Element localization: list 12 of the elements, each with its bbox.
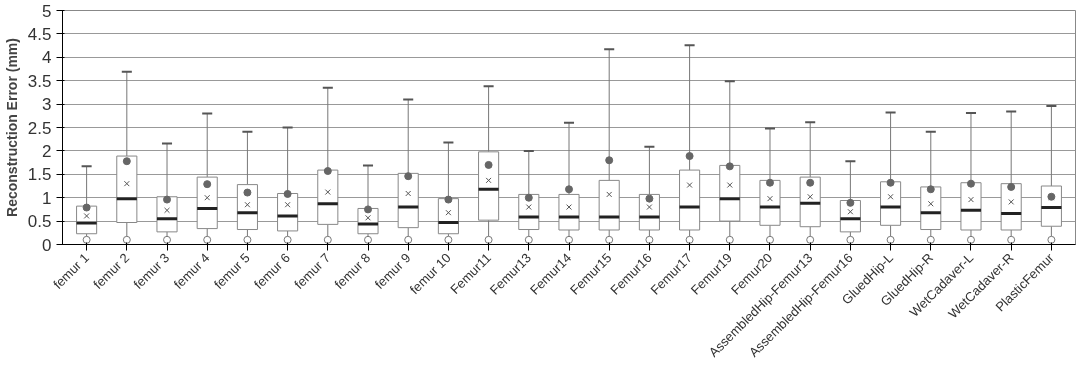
y-tick-label: 2 xyxy=(42,141,52,161)
y-tick-label: 2.5 xyxy=(27,118,52,138)
y-tick-label: 3 xyxy=(42,95,52,115)
y-axis-title: Reconstruction Error (mm) xyxy=(3,38,20,217)
y-tick-label: 3.5 xyxy=(27,71,52,91)
y-tick-label: 5 xyxy=(42,1,52,21)
y-tick-label: 1.5 xyxy=(27,165,52,185)
y-tick-label: 0.5 xyxy=(27,212,52,232)
y-tick-label: 0 xyxy=(42,235,52,255)
y-tick-label: 4 xyxy=(42,48,52,68)
y-tick-label: 4.5 xyxy=(27,24,52,44)
y-tick-label: 1 xyxy=(42,188,52,208)
